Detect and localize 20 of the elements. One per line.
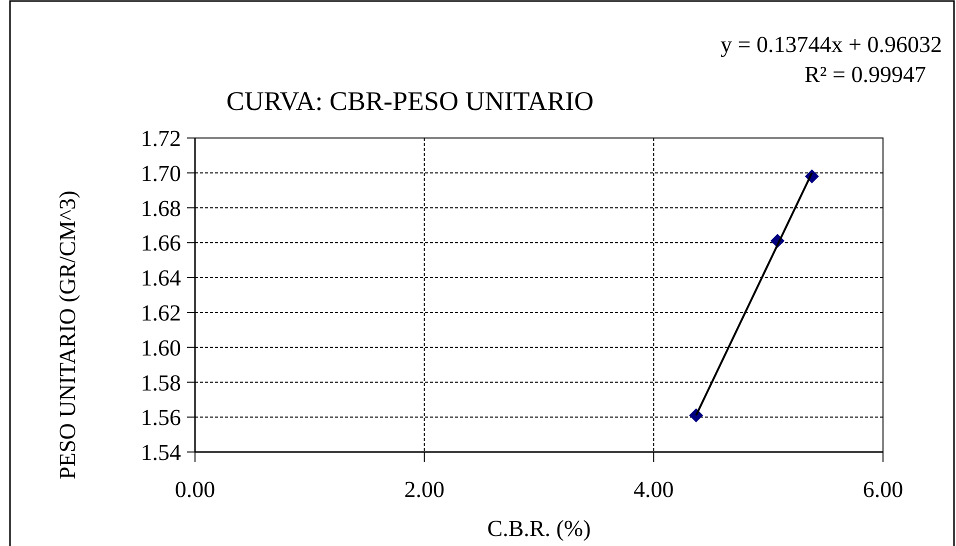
y-tick-label: 1.56 [140,405,181,430]
x-tick-label: 6.00 [862,477,904,502]
y-tick-label: 1.64 [140,266,182,291]
x-tick-label: 0.00 [174,477,216,502]
text: y = 0.13744x + 0.96032 [720,32,942,57]
y-tick-label: 1.58 [140,370,181,396]
chart-title: CURVA: CBR-PESO UNITARIO [226,86,594,116]
x-tick-label: 2.00 [404,477,444,502]
y-tick-label: 1.66 [140,230,181,256]
point [689,408,704,422]
y-tick-label: 1.54 [140,440,182,466]
y-axis-title: PESO UNITARIO (GR/CM^3) [55,190,80,480]
y-tick-label: 1.62 [140,300,181,326]
y-tick-label: 1.70 [140,160,181,186]
text: R² = 0.99947 [804,62,926,87]
x-tick-label: 4.00 [634,477,674,502]
x-axis-title: C.B.R. (%) [487,516,591,541]
y-tick-label: 1.60 [140,335,181,360]
y-tick-label: 1.68 [140,196,181,221]
y-tick-label: 1.72 [140,126,181,152]
